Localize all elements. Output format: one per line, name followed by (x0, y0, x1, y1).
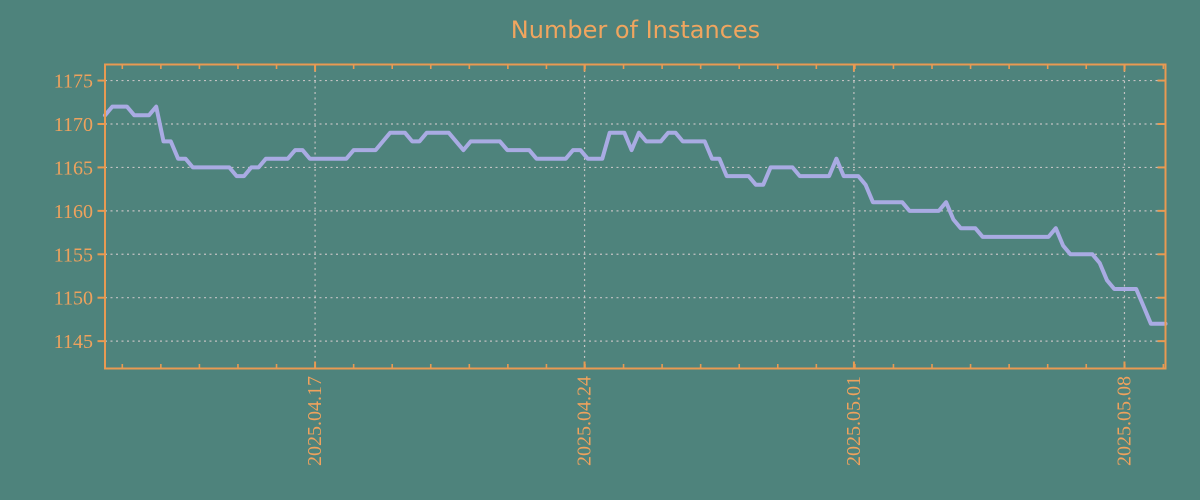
y-tick-label: 1155 (54, 244, 93, 266)
x-tick-label: 2025.05.08 (1113, 376, 1135, 466)
series-line-instances (103, 104, 1168, 326)
tick-labels: 1175 1170 1165 1160 1155 1150 1145 2025.04.17 20… (54, 71, 1136, 466)
y-tick-label: 1160 (54, 201, 93, 223)
y-tick-label: 1150 (54, 288, 93, 310)
y-tick-label: 1175 (54, 71, 93, 93)
x-tick-label: 2025.04.24 (574, 376, 596, 466)
x-tick-label: 2025.04.17 (304, 376, 326, 466)
chart-title: Number of Instances (510, 16, 761, 44)
tick-marks (97, 64, 1166, 369)
plot-border (104, 63, 1167, 370)
y-tick-label: 1165 (54, 157, 93, 179)
y-tick-label: 1145 (54, 331, 93, 353)
gridlines (105, 64, 1166, 369)
x-tick-label: 2025.05.01 (843, 376, 865, 466)
y-tick-label: 1170 (54, 114, 93, 136)
